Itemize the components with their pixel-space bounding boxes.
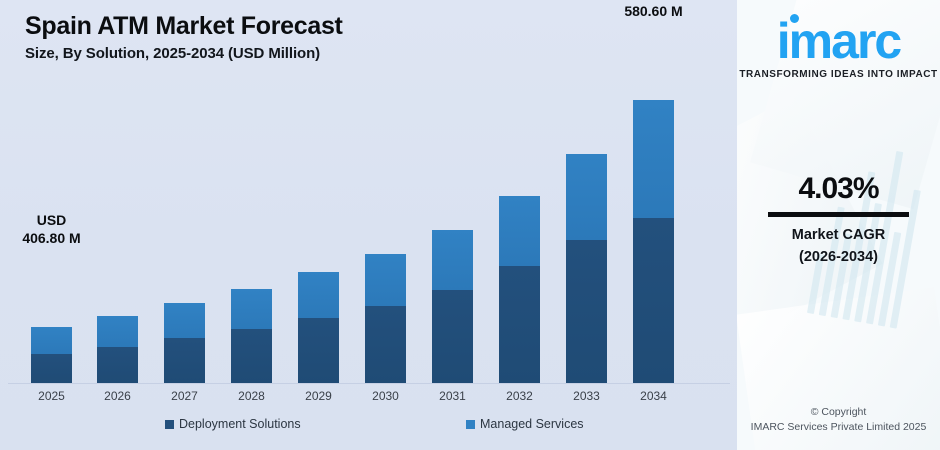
bar-2033 <box>566 154 607 383</box>
chart-baseline <box>8 383 730 384</box>
logo-text: imarc <box>776 13 902 69</box>
x-axis-label-2026: 2026 <box>104 389 131 403</box>
x-axis-label-2033: 2033 <box>573 389 600 403</box>
cagr-label: Market CAGR <box>791 227 886 243</box>
page-subtitle: Size, By Solution, 2025-2034 (USD Millio… <box>25 45 321 62</box>
copyright-line-1: © Copyright <box>810 405 867 418</box>
legend-label: Deployment Solutions <box>179 417 301 431</box>
copyright-notice: © Copyright IMARC Services Private Limit… <box>737 405 940 437</box>
x-axis-label-2025: 2025 <box>38 389 65 403</box>
bar-segment-deployment-solutions <box>365 306 406 383</box>
legend-item-deployment-solutions[interactable]: Deployment Solutions <box>165 417 301 431</box>
bar-2030 <box>365 254 406 383</box>
cagr-divider <box>768 212 909 217</box>
value-label-2034: USD580.60 M <box>599 0 709 20</box>
x-axis-label-2031: 2031 <box>439 389 466 403</box>
bar-segment-deployment-solutions <box>298 318 339 383</box>
bar-2034 <box>633 100 674 383</box>
cagr-value: 4.03% <box>798 172 879 205</box>
x-axis-label-2034: 2034 <box>640 389 667 403</box>
logo-dot-icon <box>789 14 799 23</box>
bar-segment-managed-services <box>566 154 607 240</box>
value-label-amount: 406.80 M <box>22 229 81 246</box>
copyright-line-2: IMARC Services Private Limited 2025 <box>750 421 927 434</box>
legend-swatch-icon <box>165 419 174 429</box>
logo-wordmark: imarc <box>776 13 902 69</box>
bar-segment-deployment-solutions <box>31 354 72 383</box>
legend-swatch-icon <box>466 419 475 429</box>
cagr-period: (2026-2034) <box>799 249 878 266</box>
bar-2029 <box>298 272 339 383</box>
bar-segment-managed-services <box>633 100 674 218</box>
bar-segment-deployment-solutions <box>231 329 272 383</box>
bar-2031 <box>432 230 473 383</box>
imarc-logo: imarc TRANSFORMING IDEAS INTO IMPACT <box>737 13 940 80</box>
value-label-currency: USD <box>36 212 67 228</box>
logo-tagline: TRANSFORMING IDEAS INTO IMPACT <box>739 69 938 80</box>
x-axis-label-2028: 2028 <box>238 389 265 403</box>
bar-segment-deployment-solutions <box>566 240 607 383</box>
bar-segment-managed-services <box>298 272 339 318</box>
bar-segment-deployment-solutions <box>97 347 138 383</box>
bar-2027 <box>164 303 205 383</box>
value-label-amount: 580.60 M <box>624 2 683 19</box>
chart-legend: Deployment Solutions Managed Services <box>0 417 737 439</box>
bar-segment-deployment-solutions <box>633 218 674 383</box>
bar-segment-managed-services <box>231 289 272 329</box>
bar-segment-managed-services <box>97 316 138 347</box>
bar-segment-deployment-solutions <box>432 290 473 383</box>
bar-segment-deployment-solutions <box>499 266 540 383</box>
page-title: Spain ATM Market Forecast <box>25 12 343 40</box>
bar-2025 <box>31 327 72 383</box>
x-axis-label-2030: 2030 <box>372 389 399 403</box>
legend-item-managed-services[interactable]: Managed Services <box>466 417 584 431</box>
chart-panel: Spain ATM Market Forecast Size, By Solut… <box>0 0 737 450</box>
x-axis-label-2029: 2029 <box>305 389 332 403</box>
bar-segment-managed-services <box>164 303 205 338</box>
bar-segment-managed-services <box>31 327 72 354</box>
bar-2032 <box>499 196 540 383</box>
bar-segment-managed-services <box>499 196 540 266</box>
bar-segment-deployment-solutions <box>164 338 205 383</box>
x-axis-label-2032: 2032 <box>506 389 533 403</box>
bar-segment-managed-services <box>365 254 406 306</box>
bar-2028 <box>231 289 272 383</box>
brand-panel: imarc TRANSFORMING IDEAS INTO IMPACT 4.0… <box>737 0 940 450</box>
value-label-currency: USD <box>599 0 709 3</box>
legend-label: Managed Services <box>480 417 584 431</box>
bar-2026 <box>97 316 138 383</box>
x-axis-label-2027: 2027 <box>171 389 198 403</box>
bar-segment-managed-services <box>432 230 473 290</box>
cagr-block: 4.03% Market CAGR (2026-2034) <box>737 172 940 269</box>
bar-chart-plot: 2025 2026 2027 2028 2029 2030 2031 2032 2033 2034… <box>0 0 730 403</box>
value-label-2025: USD 406.80 M <box>0 212 107 247</box>
